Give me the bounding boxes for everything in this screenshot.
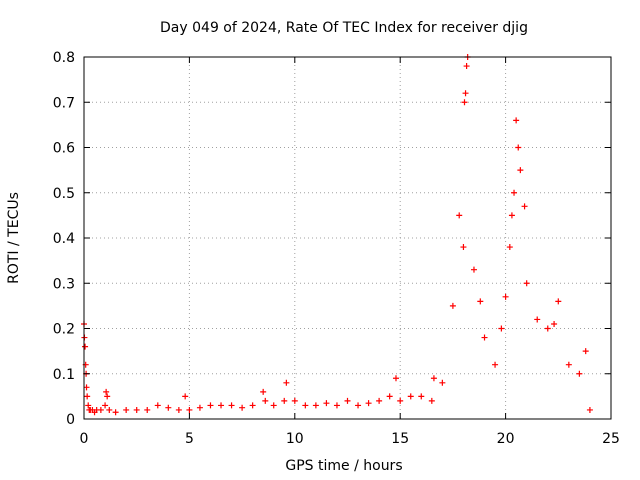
data-point bbox=[565, 361, 572, 368]
data-point bbox=[576, 370, 583, 377]
data-point bbox=[218, 402, 225, 409]
data-point bbox=[449, 302, 456, 309]
data-point bbox=[102, 402, 109, 409]
data-point bbox=[477, 298, 484, 305]
y-tick-label: 0.4 bbox=[53, 231, 75, 247]
data-point bbox=[456, 212, 463, 219]
data-point bbox=[439, 379, 446, 386]
data-point bbox=[511, 189, 518, 196]
data-point bbox=[376, 397, 383, 404]
data-point bbox=[386, 393, 393, 400]
x-tick-label: 0 bbox=[80, 431, 89, 447]
data-point bbox=[508, 212, 515, 219]
data-point bbox=[123, 406, 130, 413]
data-point bbox=[239, 404, 246, 411]
data-point bbox=[281, 397, 288, 404]
data-point bbox=[302, 402, 309, 409]
x-tick-label: 5 bbox=[185, 431, 194, 447]
data-point bbox=[84, 393, 91, 400]
grid bbox=[84, 57, 611, 419]
data-point bbox=[133, 406, 140, 413]
data-point bbox=[262, 397, 269, 404]
data-point bbox=[291, 397, 298, 404]
data-point bbox=[418, 393, 425, 400]
chart-title: Day 049 of 2024, Rate Of TEC Index for r… bbox=[160, 20, 528, 36]
data-point bbox=[407, 393, 414, 400]
data-point bbox=[182, 393, 189, 400]
data-point bbox=[333, 402, 340, 409]
y-tick-label: 0.3 bbox=[53, 276, 75, 292]
data-point bbox=[312, 402, 319, 409]
y-tick-label: 0.6 bbox=[53, 141, 75, 157]
data-point bbox=[260, 388, 267, 395]
data-point bbox=[582, 348, 589, 355]
data-point bbox=[283, 379, 290, 386]
data-point bbox=[470, 266, 477, 273]
data-point bbox=[534, 316, 541, 323]
data-point bbox=[502, 293, 509, 300]
y-tick-label: 0.2 bbox=[53, 322, 75, 338]
data-point bbox=[513, 117, 520, 124]
data-point bbox=[175, 406, 182, 413]
data-point bbox=[392, 375, 399, 382]
data-point bbox=[517, 167, 524, 174]
y-tick-label: 0.1 bbox=[53, 367, 75, 383]
data-point bbox=[323, 400, 330, 407]
data-point bbox=[430, 375, 437, 382]
data-point bbox=[397, 397, 404, 404]
data-point bbox=[521, 203, 528, 210]
x-tick-label: 10 bbox=[286, 431, 304, 447]
data-point bbox=[460, 244, 467, 251]
data-point bbox=[428, 397, 435, 404]
data-point bbox=[481, 334, 488, 341]
x-tick-label: 25 bbox=[602, 431, 620, 447]
data-points bbox=[81, 54, 593, 416]
x-axis-title: GPS time / hours bbox=[285, 458, 402, 474]
data-point bbox=[492, 361, 499, 368]
data-point bbox=[463, 63, 470, 70]
data-point bbox=[344, 397, 351, 404]
data-point bbox=[365, 400, 372, 407]
y-tick-label: 0.5 bbox=[53, 186, 75, 202]
y-tick-label: 0 bbox=[66, 412, 75, 428]
data-point bbox=[249, 402, 256, 409]
data-point bbox=[154, 402, 161, 409]
data-point bbox=[165, 404, 172, 411]
data-point bbox=[112, 409, 119, 416]
data-point bbox=[228, 402, 235, 409]
tick-labels: 0 0.1 0.2 0.3 0.4 0.5 0.6 0.7 0.8 0 5 10 15 20 25 bbox=[53, 50, 620, 447]
x-tick-label: 20 bbox=[497, 431, 515, 447]
data-point bbox=[555, 298, 562, 305]
data-point bbox=[97, 406, 104, 413]
data-point bbox=[85, 402, 92, 409]
data-point bbox=[544, 325, 551, 332]
data-point bbox=[523, 280, 530, 287]
y-tick-label: 0.7 bbox=[53, 95, 75, 111]
data-point bbox=[461, 99, 468, 106]
data-point bbox=[186, 406, 193, 413]
data-point bbox=[515, 144, 522, 151]
data-point bbox=[551, 320, 558, 327]
x-tick-label: 15 bbox=[391, 431, 409, 447]
data-point bbox=[355, 402, 362, 409]
data-point bbox=[207, 402, 214, 409]
data-point bbox=[103, 388, 110, 395]
data-point bbox=[82, 343, 89, 350]
data-point bbox=[106, 406, 113, 413]
y-axis-title: ROTI / TECUs bbox=[6, 192, 22, 284]
y-tick-label: 0.8 bbox=[53, 50, 75, 66]
data-point bbox=[462, 90, 469, 97]
data-point bbox=[506, 244, 513, 251]
data-point bbox=[586, 406, 593, 413]
data-point bbox=[196, 404, 203, 411]
data-point bbox=[498, 325, 505, 332]
data-point bbox=[83, 384, 90, 391]
data-point bbox=[144, 406, 151, 413]
data-point bbox=[270, 402, 277, 409]
data-point bbox=[104, 393, 111, 400]
